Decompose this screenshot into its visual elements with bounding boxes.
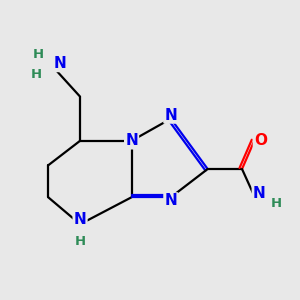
Text: O: O <box>254 133 267 148</box>
Text: H: H <box>30 68 41 81</box>
Text: H: H <box>271 197 282 210</box>
Text: N: N <box>54 56 67 71</box>
Text: N: N <box>125 133 138 148</box>
Text: N: N <box>164 194 177 208</box>
Text: N: N <box>253 186 266 201</box>
Text: N: N <box>164 107 177 122</box>
Text: N: N <box>74 212 86 227</box>
Text: H: H <box>74 235 86 248</box>
Text: H: H <box>33 48 44 62</box>
